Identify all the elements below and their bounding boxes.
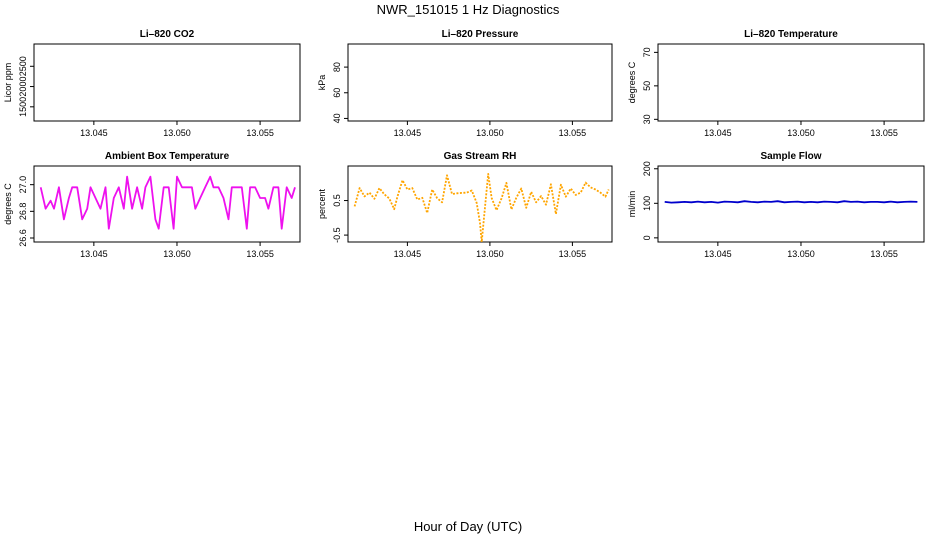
x-tick-label: 13.055 — [870, 128, 898, 138]
x-tick-label: 13.050 — [787, 249, 815, 259]
panel-1: Li–820 CO2 Licor ppm 13.045 13.050 13.055 150… — [3, 29, 301, 138]
y-tick-label: 100 — [642, 196, 652, 211]
x-tick-label: 13.055 — [246, 249, 274, 259]
y-tick-label: 60 — [332, 88, 342, 98]
panel-title: Li–820 CO2 — [140, 29, 195, 40]
x-tick-label: 13.050 — [476, 249, 504, 259]
x-tick-label: 13.045 — [394, 128, 422, 138]
y-axis-label: kPa — [317, 75, 327, 91]
y-tick-label: 40 — [332, 113, 342, 123]
y-tick-label: 2500 — [18, 56, 28, 76]
y-tick-label: 26.8 — [18, 203, 28, 221]
panel-title: Sample Flow — [760, 151, 821, 162]
y-axis-label: degrees C — [3, 183, 13, 225]
panel-5: Gas Stream RH percent 13.045 13.050 13.055 -0… — [317, 151, 613, 259]
x-tick-label: 13.050 — [476, 128, 504, 138]
panel-4: Ambient Box Temperature degrees C 13.045 13… — [3, 151, 301, 259]
y-tick-label: 200 — [642, 161, 652, 176]
y-axis-label: ml/min — [627, 191, 637, 218]
panel-title: Gas Stream RH — [444, 151, 517, 162]
x-tick-label: 13.055 — [246, 128, 274, 138]
y-tick-label: 27.0 — [18, 176, 28, 194]
y-tick-label: 2000 — [18, 77, 28, 97]
plot-frame — [347, 43, 613, 122]
y-axis-label: degrees C — [627, 61, 637, 103]
x-tick-label: 13.050 — [163, 128, 191, 138]
x-tick-label: 13.045 — [704, 249, 732, 259]
y-axis-label: Licor ppm — [3, 63, 13, 103]
y-tick-label: -0.5 — [332, 227, 342, 243]
x-tick-label: 13.055 — [559, 128, 587, 138]
x-tick-label: 13.045 — [80, 128, 108, 138]
y-tick-label: 0.5 — [332, 194, 342, 207]
panel-6: Sample Flow ml/min 13.045 13.050 13.055 0 100 2… — [627, 151, 925, 259]
y-tick-label: 70 — [642, 47, 652, 57]
series-line — [39, 175, 296, 230]
page-title: NWR_151015 1 Hz Diagnostics — [377, 2, 560, 17]
panel-title: Li–820 Pressure — [442, 29, 519, 40]
plot-frame — [347, 165, 613, 243]
plot-frame — [33, 43, 301, 122]
series-line — [353, 172, 610, 243]
y-tick-label: 1500 — [18, 97, 28, 117]
y-tick-label: 30 — [642, 114, 652, 124]
plot-frame — [657, 43, 925, 122]
x-axis-label: Hour of Day (UTC) — [414, 519, 522, 534]
panel-title: Li–820 Temperature — [744, 29, 838, 40]
x-tick-label: 13.045 — [704, 128, 732, 138]
plot-frame — [33, 165, 301, 243]
plot-frame — [657, 165, 925, 243]
y-tick-label: 26.6 — [18, 229, 28, 247]
x-tick-label: 13.050 — [163, 249, 191, 259]
x-tick-label: 13.045 — [394, 249, 422, 259]
y-tick-label: 80 — [332, 62, 342, 72]
x-tick-label: 13.045 — [80, 249, 108, 259]
x-tick-label: 13.050 — [787, 128, 815, 138]
y-axis-label: percent — [317, 188, 327, 219]
y-tick-label: 0 — [642, 235, 652, 240]
panel-2: Li–820 Pressure kPa 13.045 13.050 13.055 40 60… — [317, 29, 613, 138]
panel-3: Li–820 Temperature degrees C 13.045 13.050 1… — [627, 29, 925, 138]
panel-title: Ambient Box Temperature — [105, 151, 230, 162]
y-tick-label: 50 — [642, 81, 652, 91]
x-tick-label: 13.055 — [870, 249, 898, 259]
x-tick-label: 13.055 — [559, 249, 587, 259]
series-line — [664, 200, 918, 204]
